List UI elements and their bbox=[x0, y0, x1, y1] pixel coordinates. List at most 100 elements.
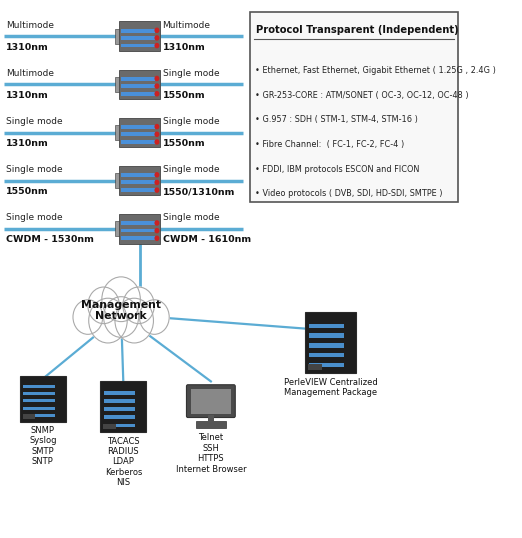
FancyBboxPatch shape bbox=[119, 118, 160, 147]
FancyBboxPatch shape bbox=[186, 385, 235, 417]
FancyBboxPatch shape bbox=[121, 36, 155, 40]
FancyBboxPatch shape bbox=[119, 69, 160, 99]
FancyBboxPatch shape bbox=[23, 414, 55, 417]
FancyBboxPatch shape bbox=[310, 363, 344, 367]
FancyBboxPatch shape bbox=[22, 414, 35, 419]
FancyBboxPatch shape bbox=[115, 222, 119, 236]
Text: 1550nm: 1550nm bbox=[162, 139, 205, 148]
Circle shape bbox=[155, 188, 159, 192]
FancyBboxPatch shape bbox=[23, 407, 55, 410]
Text: TACACS
RADIUS
LDAP
Kerberos
NIS: TACACS RADIUS LDAP Kerberos NIS bbox=[105, 436, 142, 487]
Circle shape bbox=[155, 44, 159, 48]
Circle shape bbox=[73, 300, 103, 334]
FancyBboxPatch shape bbox=[119, 166, 160, 195]
Circle shape bbox=[88, 287, 120, 324]
Text: 1310nm: 1310nm bbox=[162, 43, 205, 52]
FancyBboxPatch shape bbox=[208, 415, 213, 421]
FancyBboxPatch shape bbox=[104, 415, 135, 419]
Text: 1550nm: 1550nm bbox=[162, 91, 205, 100]
FancyBboxPatch shape bbox=[310, 343, 344, 348]
Text: 1550nm: 1550nm bbox=[6, 187, 49, 196]
Circle shape bbox=[89, 298, 127, 343]
Text: 1550/1310nm: 1550/1310nm bbox=[162, 187, 235, 196]
FancyBboxPatch shape bbox=[23, 392, 55, 395]
FancyBboxPatch shape bbox=[100, 381, 146, 432]
FancyBboxPatch shape bbox=[115, 125, 119, 140]
FancyBboxPatch shape bbox=[20, 376, 66, 422]
Text: Single mode: Single mode bbox=[162, 165, 219, 174]
Text: Single mode: Single mode bbox=[162, 214, 219, 222]
FancyBboxPatch shape bbox=[115, 29, 119, 44]
FancyBboxPatch shape bbox=[121, 173, 155, 177]
Text: Multimode: Multimode bbox=[6, 21, 54, 30]
Circle shape bbox=[155, 140, 159, 144]
FancyBboxPatch shape bbox=[305, 312, 356, 373]
FancyBboxPatch shape bbox=[104, 391, 135, 394]
FancyBboxPatch shape bbox=[121, 29, 155, 33]
FancyBboxPatch shape bbox=[104, 399, 135, 403]
Circle shape bbox=[155, 221, 159, 225]
Circle shape bbox=[123, 287, 155, 324]
Circle shape bbox=[155, 84, 159, 88]
Text: • Video protocols ( DVB, SDI, HD-SDI, SMTPE ): • Video protocols ( DVB, SDI, HD-SDI, SM… bbox=[255, 189, 442, 198]
FancyBboxPatch shape bbox=[23, 385, 55, 388]
Circle shape bbox=[103, 296, 138, 337]
FancyBboxPatch shape bbox=[121, 132, 155, 136]
FancyBboxPatch shape bbox=[23, 399, 55, 402]
FancyBboxPatch shape bbox=[121, 188, 155, 192]
Text: Protocol Transparent (Independent): Protocol Transparent (Independent) bbox=[256, 25, 458, 36]
FancyBboxPatch shape bbox=[121, 140, 155, 144]
FancyBboxPatch shape bbox=[121, 180, 155, 184]
FancyBboxPatch shape bbox=[119, 214, 160, 244]
Text: SNMP
Syslog
SMTP
SNTP: SNMP Syslog SMTP SNTP bbox=[29, 426, 56, 466]
FancyBboxPatch shape bbox=[115, 77, 119, 91]
Text: Single mode: Single mode bbox=[162, 69, 219, 78]
Circle shape bbox=[155, 229, 159, 233]
Circle shape bbox=[115, 298, 153, 343]
FancyBboxPatch shape bbox=[104, 407, 135, 411]
Circle shape bbox=[155, 28, 159, 32]
FancyBboxPatch shape bbox=[121, 229, 155, 232]
Circle shape bbox=[155, 180, 159, 185]
FancyBboxPatch shape bbox=[115, 173, 119, 188]
Text: CWDM - 1610nm: CWDM - 1610nm bbox=[162, 235, 251, 244]
Text: • Fibre Channel:  ( FC-1, FC-2, FC-4 ): • Fibre Channel: ( FC-1, FC-2, FC-4 ) bbox=[255, 140, 404, 149]
Circle shape bbox=[155, 173, 159, 177]
Text: Single mode: Single mode bbox=[6, 165, 63, 174]
Circle shape bbox=[155, 132, 159, 136]
Circle shape bbox=[155, 236, 159, 240]
FancyBboxPatch shape bbox=[121, 84, 155, 88]
Circle shape bbox=[155, 91, 159, 96]
Text: Single mode: Single mode bbox=[6, 214, 63, 222]
Circle shape bbox=[139, 300, 169, 334]
FancyBboxPatch shape bbox=[104, 423, 135, 427]
Text: Single mode: Single mode bbox=[6, 117, 63, 126]
Circle shape bbox=[155, 36, 159, 40]
FancyBboxPatch shape bbox=[310, 334, 344, 338]
FancyBboxPatch shape bbox=[121, 44, 155, 47]
FancyBboxPatch shape bbox=[103, 424, 116, 429]
FancyBboxPatch shape bbox=[196, 421, 226, 428]
FancyBboxPatch shape bbox=[310, 323, 344, 328]
FancyBboxPatch shape bbox=[121, 236, 155, 240]
Text: 1310nm: 1310nm bbox=[6, 139, 49, 148]
Text: • Ethernet, Fast Ethernet, Gigabit Ethernet ( 1.25G , 2.4G ): • Ethernet, Fast Ethernet, Gigabit Ether… bbox=[255, 66, 495, 75]
Text: Multimode: Multimode bbox=[162, 21, 210, 30]
Text: PerleVIEW Centralized
Management Package: PerleVIEW Centralized Management Package bbox=[283, 378, 377, 397]
Text: • GR-253-CORE : ATM/SONET ( OC-3, OC-12, OC-48 ): • GR-253-CORE : ATM/SONET ( OC-3, OC-12,… bbox=[255, 91, 468, 100]
Text: 1310nm: 1310nm bbox=[6, 43, 49, 52]
FancyBboxPatch shape bbox=[121, 222, 155, 225]
Circle shape bbox=[155, 76, 159, 81]
Text: CWDM - 1530nm: CWDM - 1530nm bbox=[6, 235, 94, 244]
FancyBboxPatch shape bbox=[121, 77, 155, 81]
Text: Multimode: Multimode bbox=[6, 69, 54, 78]
Text: Management
Network: Management Network bbox=[81, 300, 161, 321]
FancyBboxPatch shape bbox=[119, 22, 160, 51]
Text: • G.957 : SDH ( STM-1, STM-4, STM-16 ): • G.957 : SDH ( STM-1, STM-4, STM-16 ) bbox=[255, 115, 418, 124]
FancyBboxPatch shape bbox=[191, 389, 231, 414]
Text: Single mode: Single mode bbox=[162, 117, 219, 126]
FancyBboxPatch shape bbox=[121, 91, 155, 96]
Circle shape bbox=[102, 277, 140, 322]
Text: 1310nm: 1310nm bbox=[6, 91, 49, 100]
FancyBboxPatch shape bbox=[310, 353, 344, 357]
